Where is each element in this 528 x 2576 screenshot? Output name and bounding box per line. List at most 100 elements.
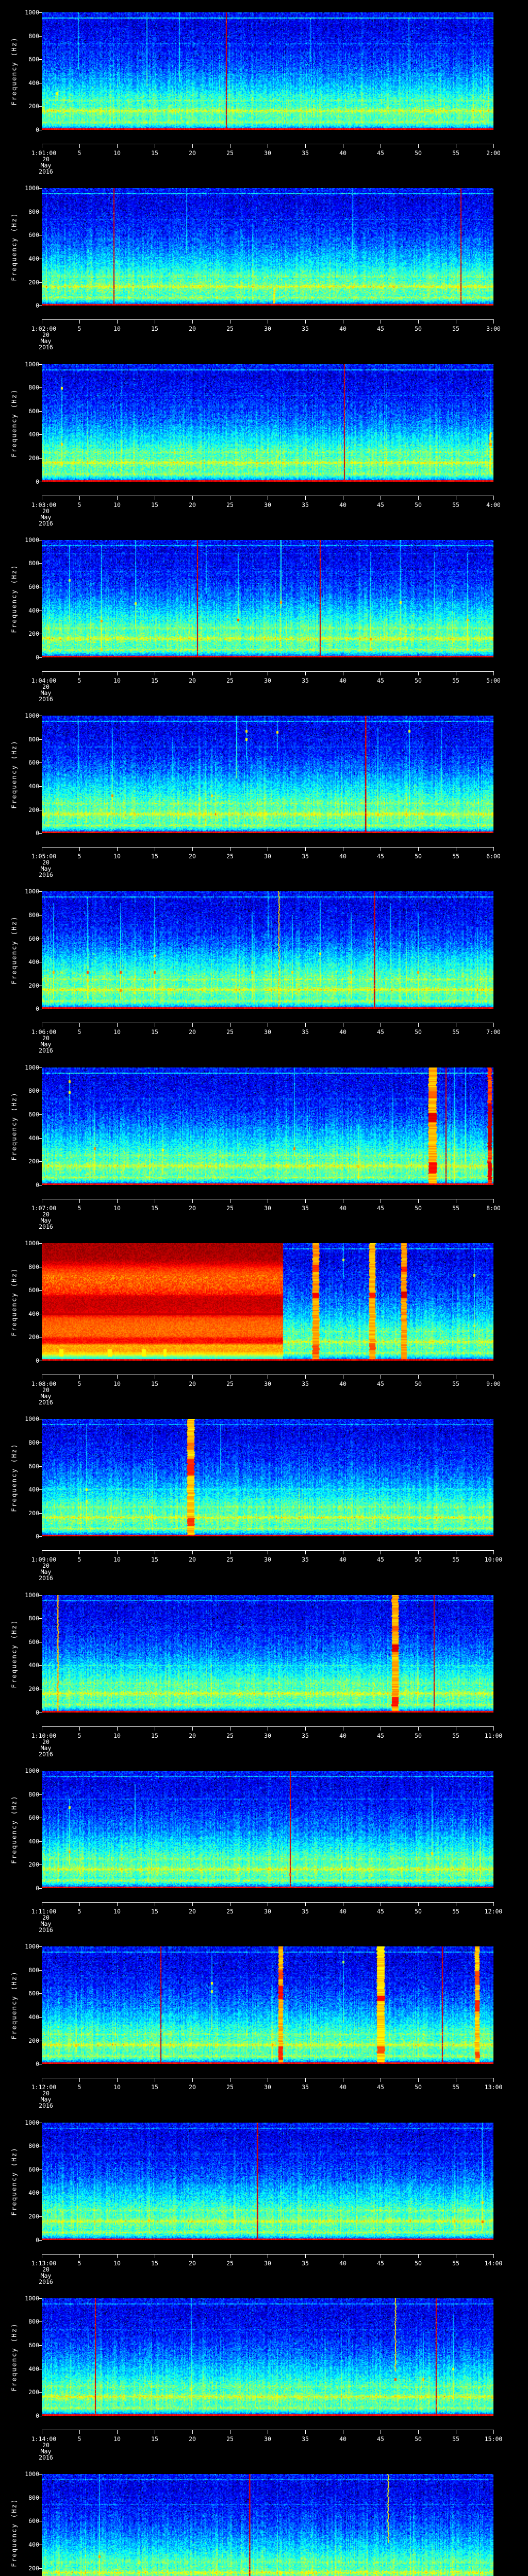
y-tick-mark — [39, 1536, 42, 1537]
x-tick-label: 15 — [151, 1907, 158, 1915]
y-tick-mark — [39, 1489, 42, 1490]
x-tick-label: 45 — [377, 2083, 384, 2091]
y-tick-label: 400 — [28, 1662, 39, 1669]
x-tick-label: 45 — [377, 1028, 384, 1036]
x-tick-label: 10 — [113, 2259, 121, 2267]
x-tick-mark — [305, 847, 306, 852]
y-tick-mark — [39, 1466, 42, 1467]
x-tick-mark — [418, 847, 419, 852]
x-tick-label: 20 — [189, 676, 196, 684]
x-tick-mark — [305, 2429, 306, 2434]
x-tick-label: 50 — [415, 1204, 422, 1212]
y-tick-label: 800 — [28, 2318, 39, 2326]
date-line: 2016 — [39, 1047, 53, 1055]
y-tick-label: 800 — [28, 735, 39, 743]
x-tick-label: 30 — [264, 1732, 271, 1739]
y-tick-label: 800 — [28, 911, 39, 919]
y-tick-label: 600 — [28, 407, 39, 415]
x-tick-label: 15 — [151, 325, 158, 333]
x-tick-label: 50 — [415, 1907, 422, 1915]
x-tick-label: 50 — [415, 676, 422, 684]
x-tick-label: 20 — [189, 2259, 196, 2267]
y-tick-mark — [39, 1595, 42, 1596]
x-tick-label: 50 — [415, 2259, 422, 2267]
x-tick-label: 10 — [113, 501, 121, 509]
x-tick-label: 55 — [452, 2435, 459, 2443]
x-tick-label: 10 — [113, 149, 121, 157]
y-tick-label: 200 — [28, 2564, 39, 2572]
x-tick-label: 40 — [339, 2435, 346, 2443]
spectrogram-canvas-02 — [42, 188, 493, 306]
x-tick-label: 45 — [377, 1907, 384, 1915]
x-tick-mark — [418, 1023, 419, 1027]
spectrogram-panel-14: Frequency (Hz) 0 200 400 600 800 1000 1:14:00 5 1… — [0, 2285, 528, 2462]
date-line: May — [40, 865, 52, 873]
x-tick-label: 30 — [264, 325, 271, 333]
date-line: May — [40, 2272, 52, 2279]
x-tick-label: 15 — [151, 1380, 158, 1388]
x-tick-mark — [192, 495, 193, 500]
y-tick-mark — [39, 1290, 42, 1291]
y-tick-label: 0 — [36, 1884, 39, 1892]
y-tick-label: 600 — [28, 1286, 39, 1294]
x-tick-label: 20 — [189, 149, 196, 157]
y-tick-label: 0 — [36, 126, 39, 133]
y-axis-title: Frequency (Hz) — [10, 1795, 18, 1864]
x-tick-mark — [418, 1550, 419, 1555]
x-tick-mark — [79, 319, 80, 324]
x-tick-label: 30 — [264, 1907, 271, 1915]
x-tick-label: 50 — [415, 1380, 422, 1388]
x-tick-label: 10 — [113, 1732, 121, 1739]
y-tick-mark — [39, 36, 42, 37]
x-tick-label: 5 — [77, 1556, 81, 1564]
spectrogram-canvas-09 — [42, 1419, 493, 1537]
y-axis-title: Frequency (Hz) — [10, 1443, 18, 1513]
x-tick-mark — [79, 1023, 80, 1027]
spectrogram-panel-09: Frequency (Hz) 0 200 400 600 800 1000 1:09:00 5 1… — [0, 1406, 528, 1583]
x-tick-mark — [418, 495, 419, 500]
y-tick-label: 600 — [28, 56, 39, 63]
y-tick-mark — [39, 1794, 42, 1795]
x-tick-label: 35 — [302, 676, 309, 684]
x-tick-mark — [418, 1375, 419, 1379]
y-tick-label: 800 — [28, 1087, 39, 1095]
y-tick-label: 800 — [28, 1966, 39, 1974]
x-end-time-label: 11:00 — [484, 1732, 503, 1739]
y-tick-label: 400 — [28, 1837, 39, 1845]
x-tick-label: 50 — [415, 2083, 422, 2091]
y-tick-mark — [39, 1841, 42, 1842]
x-tick-label: 5 — [77, 149, 81, 157]
y-tick-label: 400 — [28, 255, 39, 263]
x-tick-label: 55 — [452, 149, 459, 157]
y-tick-mark — [39, 59, 42, 60]
y-tick-label: 600 — [28, 1990, 39, 1997]
y-tick-label: 800 — [28, 1615, 39, 1622]
spectrogram-canvas-10 — [42, 1595, 493, 1713]
y-tick-mark — [39, 739, 42, 740]
y-tick-label: 0 — [36, 1357, 39, 1365]
x-tick-label: 30 — [264, 2259, 271, 2267]
y-tick-label: 1000 — [25, 1943, 39, 1951]
x-tick-label: 15 — [151, 1556, 158, 1564]
x-tick-label: 25 — [226, 325, 234, 333]
x-tick-mark — [305, 1375, 306, 1379]
y-axis-title: Frequency (Hz) — [10, 1267, 18, 1336]
x-tick-label: 5 — [77, 501, 81, 509]
x-start-time-label: 1:08:00 — [31, 1380, 57, 1388]
x-tick-mark — [305, 1902, 306, 1906]
x-tick-mark — [117, 2253, 118, 2258]
y-axis-title: Frequency (Hz) — [10, 37, 18, 106]
y-tick-mark — [39, 1138, 42, 1139]
y-tick-mark — [39, 1888, 42, 1889]
x-tick-label: 5 — [77, 1028, 81, 1036]
y-tick-label: 800 — [28, 2142, 39, 2150]
x-tick-label: 25 — [226, 2435, 234, 2443]
x-tick-label: 45 — [377, 325, 384, 333]
y-tick-label: 600 — [28, 2342, 39, 2349]
spectrogram-canvas-05 — [42, 716, 493, 834]
y-tick-label: 200 — [28, 630, 39, 638]
x-tick-label: 30 — [264, 676, 271, 684]
x-tick-mark — [493, 1902, 494, 1906]
x-tick-mark — [192, 1198, 193, 1203]
y-tick-label: 200 — [28, 2037, 39, 2044]
